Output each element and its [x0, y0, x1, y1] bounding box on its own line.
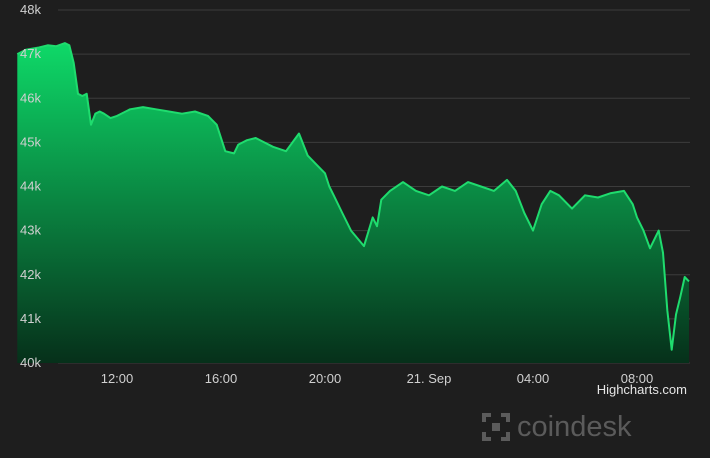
credits-label[interactable]: Highcharts.com: [597, 382, 687, 397]
plot-area: [16, 42, 690, 363]
x-tick-label: 21. Sep: [407, 371, 452, 386]
brand-name: coindesk: [517, 411, 632, 443]
y-tick-label: 47k: [20, 46, 41, 61]
y-tick-label: 40k: [20, 355, 41, 370]
series-line: [16, 42, 690, 351]
y-tick-label: 48k: [20, 2, 41, 17]
x-tick-label: 12:00: [101, 371, 134, 386]
y-axis-labels: 40k 41k 42k 43k 44k 45k 46k 47k 48k: [20, 2, 41, 370]
coindesk-logo-icon: [482, 413, 510, 441]
x-tick-label: 04:00: [517, 371, 550, 386]
series-area: [17, 43, 690, 363]
y-tick-label: 43k: [20, 223, 41, 238]
x-tick-label: 08:00: [621, 371, 654, 386]
x-tick-label: 20:00: [309, 371, 342, 386]
brand-watermark: coindesk: [482, 411, 632, 443]
x-tick-label: 16:00: [205, 371, 238, 386]
y-tick-label: 41k: [20, 311, 41, 326]
y-tick-label: 46k: [20, 90, 41, 105]
y-tick-label: 44k: [20, 179, 41, 194]
y-tick-label: 42k: [20, 267, 41, 282]
y-tick-label: 45k: [20, 134, 41, 149]
x-axis-labels: 12:00 16:00 20:00 21. Sep 04:00 08:00: [101, 371, 654, 386]
